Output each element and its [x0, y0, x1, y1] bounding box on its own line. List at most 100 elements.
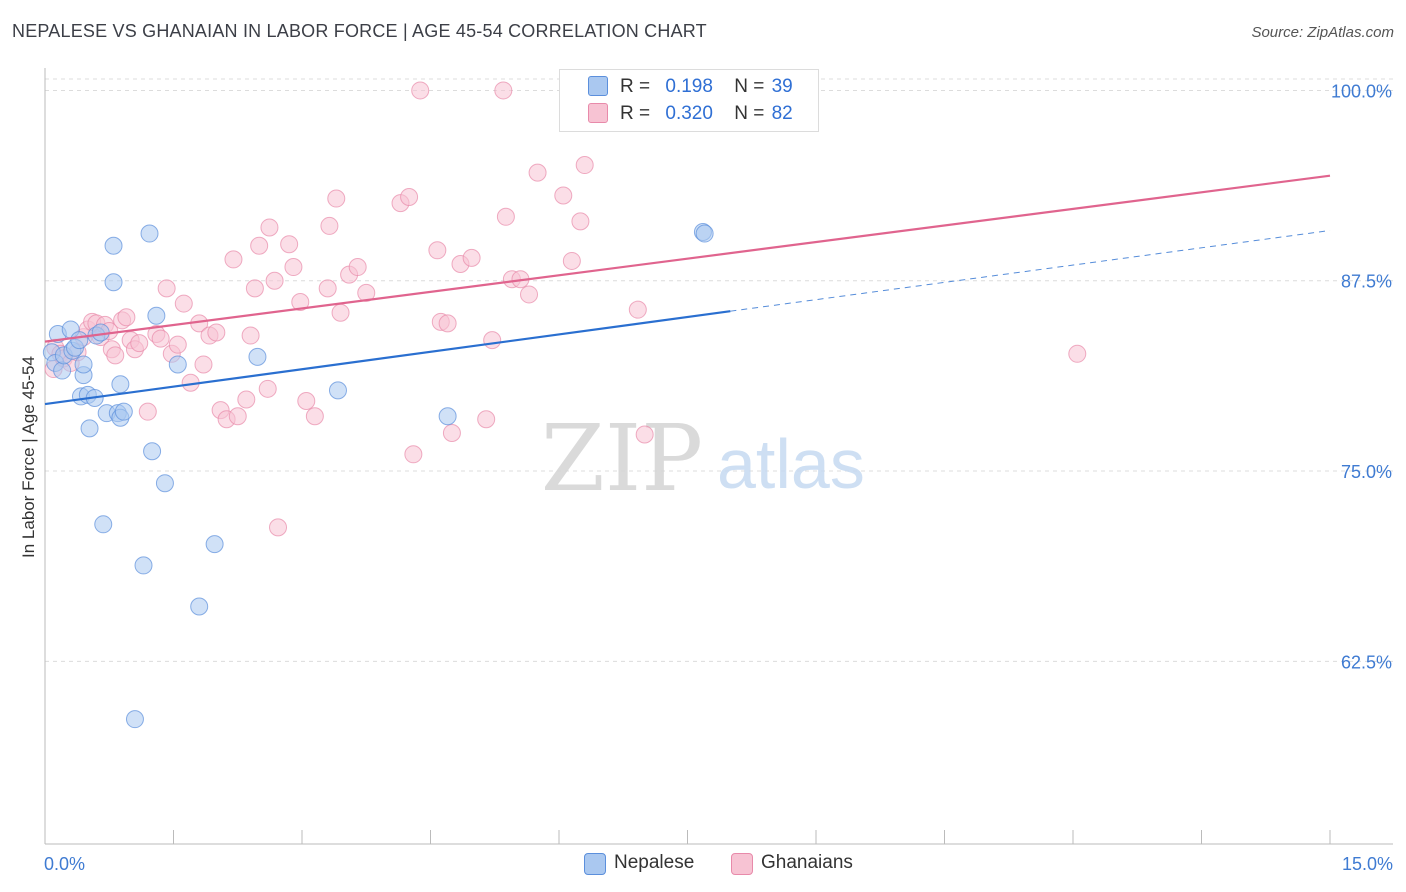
ghanaians-point: [327, 189, 346, 208]
axes: [44, 68, 1393, 845]
ghanaians-point: [1068, 344, 1087, 363]
ghanaians-point: [241, 326, 260, 345]
nepalese-point: [190, 597, 209, 616]
ghanaians-point: [562, 251, 581, 270]
ghanaians-point: [428, 241, 447, 260]
watermark-zip: ZIP: [541, 405, 703, 512]
legend-n-label: N =: [734, 76, 765, 97]
ghanaians-point: [320, 216, 339, 235]
tick-labels: 62.5% 75.0% 87.5% 100.0% 0.0% 15.0%: [44, 81, 1393, 874]
ghanaians-point: [348, 258, 367, 277]
chart-title: NEPALESE VS GHANAIAN IN LABOR FORCE | AG…: [12, 21, 707, 41]
legend-r-label: R =: [620, 103, 651, 124]
ghanaians-point: [438, 314, 457, 333]
x-tick-label: 15.0%: [1342, 854, 1393, 874]
nepalese-trend-line: [44, 310, 731, 406]
legend-r-value-ghanaians: 0.320: [665, 103, 713, 124]
ghanaians-point: [117, 308, 136, 327]
ghanaians-point: [237, 390, 256, 409]
nepalese-point: [205, 535, 224, 554]
ghanaians-point: [305, 407, 324, 426]
ghanaians-point: [269, 518, 288, 537]
y-axis-label: In Labor Force | Age 45-54: [19, 356, 38, 558]
ghanaians-trend-line: [44, 174, 1331, 343]
ghanaians-point: [575, 156, 594, 175]
ghanaians-point: [483, 331, 502, 350]
ghanaians-point: [280, 235, 299, 254]
ghanaians-point: [571, 212, 590, 231]
nepalese-point: [695, 224, 714, 243]
nepalese-point: [53, 361, 72, 380]
ghanaians-point: [194, 355, 213, 374]
bottom-legend-swatch-ghanaians: [731, 853, 753, 875]
nepalese-point: [438, 407, 457, 426]
legend-r-value-nepalese: 0.198: [665, 76, 713, 97]
ghanaians-point: [138, 402, 157, 421]
legend-r-label: R =: [620, 76, 651, 97]
ghanaians-point: [554, 186, 573, 205]
nepalese-point: [114, 402, 133, 421]
legend-n-value-ghanaians: 82: [771, 103, 793, 124]
y-tick-label: 100.0%: [1331, 81, 1392, 101]
ghanaians-point: [151, 329, 170, 348]
ghanaians-point: [404, 445, 423, 464]
ghanaians-point: [318, 279, 337, 298]
ghanaians-point: [635, 425, 654, 444]
ghanaians-point: [284, 258, 303, 277]
ghanaians-point: [442, 423, 461, 442]
nepalese-point: [168, 355, 187, 374]
data-points: [42, 81, 1087, 729]
ghanaians-point: [228, 407, 247, 426]
nepalese-point: [111, 375, 130, 394]
ghanaians-point: [477, 410, 496, 429]
nepalese-point: [134, 556, 153, 575]
ghanaians-point: [628, 300, 647, 319]
ghanaians-point: [157, 279, 176, 298]
y-tick-label: 62.5%: [1341, 652, 1392, 672]
ghanaians-point: [224, 250, 243, 269]
nepalese-point: [125, 710, 144, 729]
ghanaians-point: [245, 279, 264, 298]
bottom-legend-swatch-nepalese: [584, 853, 606, 875]
ghanaians-point: [528, 163, 547, 182]
chart-source: Source: ZipAtlas.com: [1251, 24, 1394, 41]
nepalese-point: [80, 419, 99, 438]
legend-swatch-ghanaians: [588, 103, 608, 123]
trend-lines: [44, 174, 1331, 406]
nepalese-point: [248, 347, 267, 366]
legend-n-value-nepalese: 39: [771, 76, 793, 97]
ghanaians-point: [462, 248, 481, 267]
nepalese-point: [104, 236, 123, 255]
ghanaians-point: [331, 303, 350, 322]
ghanaians-point: [106, 346, 125, 365]
ghanaians-point: [357, 283, 376, 302]
bottom-legend-label-nepalese: Nepalese: [614, 852, 695, 873]
y-tick-label: 87.5%: [1341, 272, 1392, 292]
ghanaians-point: [260, 218, 279, 237]
nepalese-point: [74, 355, 93, 374]
watermark-atlas: atlas: [717, 425, 865, 503]
y-tick-label: 75.0%: [1341, 462, 1392, 482]
nepalese-point: [140, 224, 159, 243]
ghanaians-point: [496, 207, 515, 226]
ghanaians-point: [411, 81, 430, 100]
nepalese-point: [143, 442, 162, 461]
ghanaians-point: [265, 271, 284, 290]
nepalese-point: [91, 323, 110, 342]
nepalese-point: [147, 306, 166, 325]
nepalese-point: [104, 273, 123, 292]
nepalese-point: [328, 381, 347, 400]
nepalese-point: [94, 515, 113, 534]
ghanaians-point: [258, 379, 277, 398]
legend-n-label: N =: [734, 103, 765, 124]
ghanaians-point: [130, 334, 149, 353]
ghanaians-point: [168, 335, 187, 354]
ghanaians-point: [520, 285, 539, 304]
nepalese-point: [70, 331, 89, 350]
ghanaians-point: [207, 323, 226, 342]
ghanaians-point: [250, 236, 269, 255]
ghanaians-point: [494, 81, 513, 100]
nepalese-point: [155, 474, 174, 493]
ghanaians-point: [291, 293, 310, 312]
